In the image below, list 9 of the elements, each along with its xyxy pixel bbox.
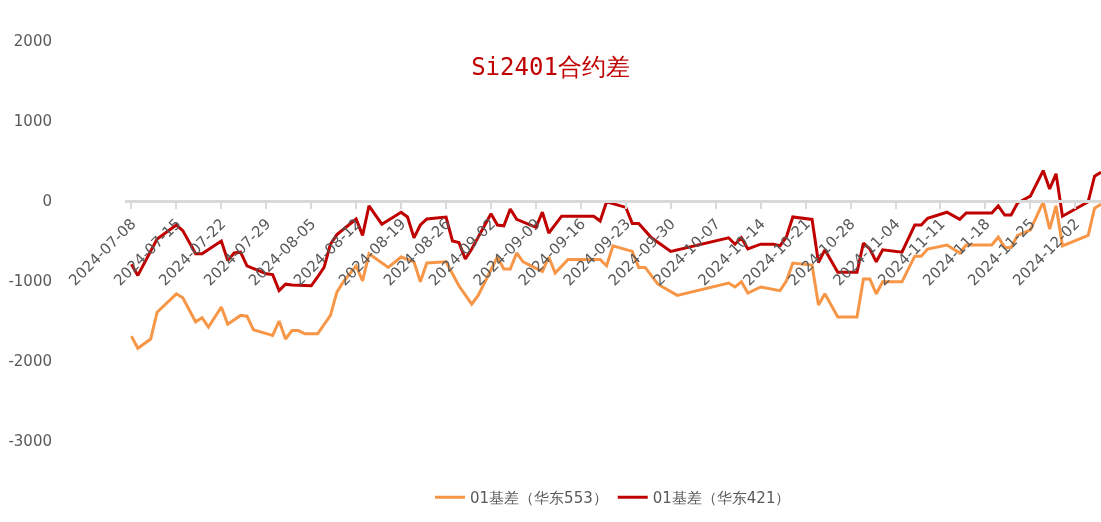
text: Si2401合约差 bbox=[471, 53, 630, 82]
y-tick-label: -2000 bbox=[8, 352, 52, 371]
legend-label: 01基差（华东421） bbox=[652, 489, 791, 508]
y-tick-label: -3000 bbox=[8, 432, 52, 451]
y-tick-label: 0 bbox=[42, 192, 52, 211]
legend-label: 01基差（华东553） bbox=[470, 489, 608, 508]
y-tick-label: 1000 bbox=[13, 112, 52, 131]
y-tick-label: -1000 bbox=[8, 272, 52, 291]
y-tick-label: 2000 bbox=[13, 32, 52, 51]
